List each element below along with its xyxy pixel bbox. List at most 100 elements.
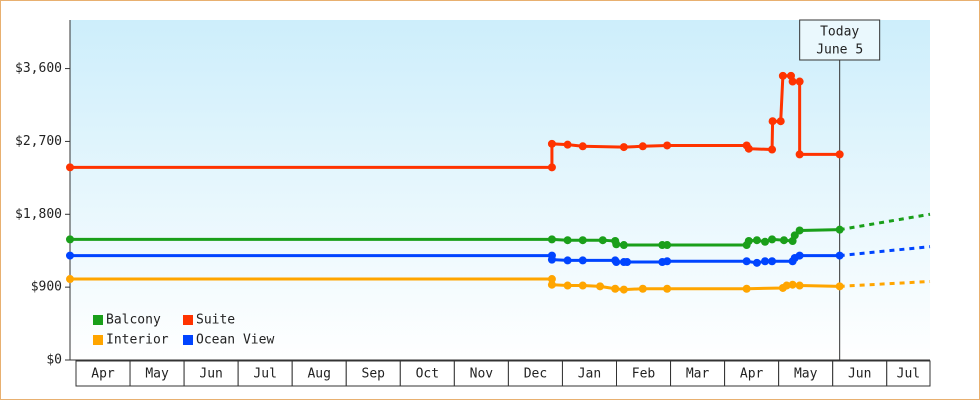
point bbox=[835, 150, 844, 159]
x-tick-label: Jan bbox=[578, 367, 601, 382]
y-tick-label: $2,700 bbox=[15, 134, 62, 149]
x-tick-label: Aug bbox=[307, 367, 330, 382]
x-tick-label: Jul bbox=[253, 367, 276, 382]
point bbox=[742, 284, 751, 293]
point bbox=[563, 281, 572, 290]
point bbox=[547, 280, 556, 289]
point bbox=[596, 282, 605, 291]
point bbox=[835, 225, 844, 234]
point bbox=[619, 143, 628, 152]
point bbox=[563, 236, 572, 245]
point bbox=[547, 163, 556, 172]
month-cell bbox=[291, 360, 347, 387]
point bbox=[578, 256, 587, 265]
point bbox=[778, 71, 787, 80]
point bbox=[547, 139, 556, 148]
plot-area bbox=[70, 20, 930, 360]
point bbox=[578, 142, 587, 151]
point bbox=[612, 240, 621, 249]
y-tick-label: $0 bbox=[46, 353, 62, 368]
legend-swatch bbox=[183, 315, 193, 325]
point bbox=[619, 241, 628, 250]
y-tick-label: $1,800 bbox=[15, 207, 62, 222]
point bbox=[768, 117, 777, 126]
point bbox=[598, 236, 607, 245]
point bbox=[578, 236, 587, 245]
point bbox=[638, 142, 647, 151]
x-tick-label: Jul bbox=[897, 367, 920, 382]
point bbox=[66, 235, 74, 244]
point bbox=[795, 150, 804, 159]
point bbox=[547, 275, 556, 284]
point bbox=[776, 117, 785, 126]
point bbox=[563, 140, 572, 149]
point bbox=[752, 236, 761, 245]
point bbox=[779, 236, 788, 245]
point bbox=[795, 226, 804, 235]
point bbox=[795, 77, 804, 86]
x-tick-label: Sep bbox=[362, 367, 386, 382]
point bbox=[744, 144, 753, 153]
month-cell bbox=[75, 360, 131, 387]
point bbox=[663, 241, 672, 250]
legend-swatch bbox=[93, 315, 103, 325]
month-cell bbox=[832, 360, 888, 387]
point bbox=[619, 285, 628, 294]
x-tick-label: Mar bbox=[686, 367, 710, 382]
x-tick-label: Jun bbox=[848, 367, 871, 382]
point bbox=[663, 141, 672, 150]
point bbox=[788, 77, 797, 86]
point bbox=[578, 281, 587, 290]
legend-label: Balcony bbox=[106, 313, 161, 328]
point bbox=[744, 237, 753, 245]
point bbox=[761, 257, 770, 266]
month-cell bbox=[886, 360, 931, 387]
x-tick-label: Nov bbox=[470, 367, 494, 382]
month-cell bbox=[183, 360, 239, 387]
point bbox=[752, 258, 761, 267]
point bbox=[782, 281, 791, 290]
point bbox=[768, 257, 777, 266]
x-tick-label: Feb bbox=[632, 367, 656, 382]
point bbox=[663, 284, 672, 293]
x-tick-label: Oct bbox=[416, 367, 439, 382]
x-tick-label: May bbox=[145, 367, 169, 382]
today-label: June 5 bbox=[816, 43, 863, 58]
month-cell bbox=[561, 360, 618, 387]
point bbox=[835, 251, 844, 260]
point bbox=[547, 235, 556, 244]
point bbox=[66, 251, 74, 260]
point bbox=[663, 257, 672, 266]
point bbox=[611, 284, 620, 293]
month-cell bbox=[670, 360, 726, 387]
point bbox=[761, 237, 770, 246]
point bbox=[623, 258, 632, 267]
point bbox=[795, 251, 804, 260]
legend-label: Interior bbox=[106, 333, 169, 348]
x-tick-label: Apr bbox=[740, 367, 764, 382]
month-cell bbox=[724, 360, 780, 387]
month-cell bbox=[453, 360, 509, 387]
point bbox=[768, 145, 777, 154]
legend-swatch bbox=[183, 335, 193, 345]
point bbox=[790, 231, 799, 240]
point bbox=[742, 257, 751, 266]
month-cell bbox=[237, 360, 293, 387]
point bbox=[788, 280, 797, 289]
today-label: Today bbox=[820, 25, 859, 40]
point bbox=[66, 275, 74, 284]
point bbox=[563, 256, 572, 265]
point bbox=[795, 281, 804, 290]
legend-label: Ocean View bbox=[196, 333, 274, 348]
point bbox=[638, 284, 647, 293]
point bbox=[66, 163, 74, 172]
y-tick-label: $900 bbox=[31, 280, 62, 295]
x-tick-label: Apr bbox=[91, 367, 115, 382]
x-tick-label: Jun bbox=[199, 367, 222, 382]
today-box bbox=[799, 19, 881, 61]
point bbox=[547, 255, 556, 264]
x-tick-label: Dec bbox=[524, 367, 547, 382]
point bbox=[768, 235, 777, 244]
